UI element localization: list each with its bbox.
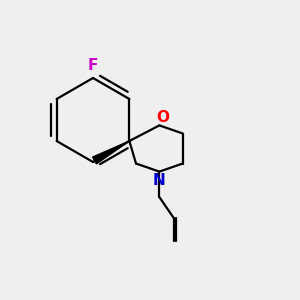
Text: F: F — [88, 58, 98, 73]
Polygon shape — [93, 141, 129, 164]
Text: O: O — [156, 110, 169, 125]
Text: N: N — [153, 172, 166, 188]
